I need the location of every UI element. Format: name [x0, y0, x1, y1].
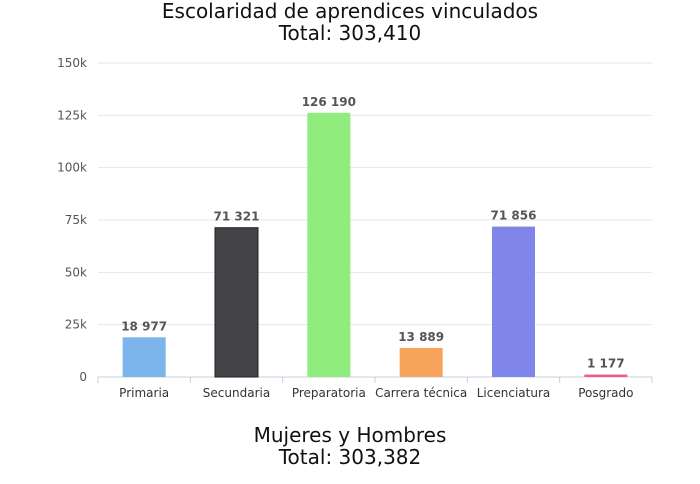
chart-title: Escolaridad de aprendices vinculados: [161, 0, 539, 23]
y-tick-label: 125k: [57, 108, 87, 122]
next-chart-title: Mujeres y Hombres: [253, 423, 447, 447]
y-tick-label: 50k: [65, 265, 87, 279]
data-label: 18 977: [121, 319, 167, 333]
bar: [584, 374, 628, 377]
next-chart-subtitle: Total: 303,382: [278, 445, 422, 469]
data-label: 126 190: [302, 95, 356, 109]
bar: [399, 347, 443, 377]
bar: [122, 337, 166, 377]
bar: [214, 227, 259, 378]
bar: [492, 226, 535, 377]
y-tick-label: 75k: [65, 213, 87, 227]
chart-subtitle: Total: 303,410: [278, 21, 422, 45]
x-tick-label: Secundaria: [203, 386, 270, 400]
bar: [307, 112, 351, 377]
x-tick-label: Primaria: [119, 386, 169, 400]
y-tick-label: 100k: [57, 161, 87, 175]
x-tick-label: Carrera técnica: [375, 386, 467, 400]
data-label: 71 856: [491, 209, 537, 223]
x-tick-label: Preparatoria: [292, 386, 366, 400]
y-tick-label: 25k: [65, 318, 87, 332]
data-label: 1 177: [587, 357, 625, 371]
data-label: 71 321: [214, 210, 260, 224]
x-tick-label: Licenciatura: [477, 386, 551, 400]
data-label: 13 889: [398, 330, 444, 344]
x-tick-label: Posgrado: [578, 386, 633, 400]
y-tick-label: 0: [79, 370, 87, 384]
bar-chart: 0 25k 50k 75k 100k 125k 150k 18 977 Primaria 71 3…: [57, 56, 653, 400]
y-tick-label: 150k: [57, 56, 87, 70]
